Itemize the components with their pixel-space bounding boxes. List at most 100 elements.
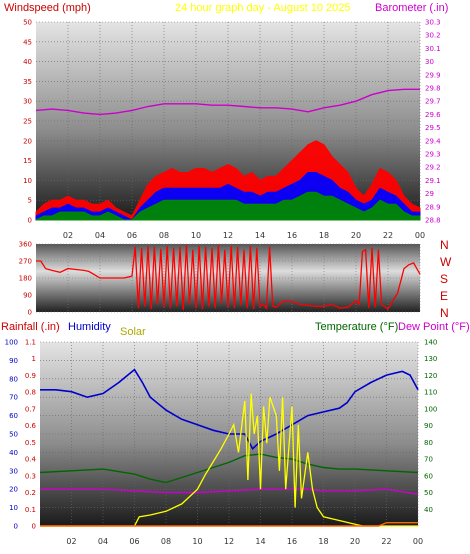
solar-axis-label: Solar xyxy=(120,326,146,338)
humidity-tick-label: 30 xyxy=(9,467,18,475)
dewpoint-axis-label: Dew Point (°F) xyxy=(398,321,470,333)
wind-x-tick-label: 18 xyxy=(319,231,329,240)
compass-label: S xyxy=(440,272,448,286)
rainfall-tick-label: 0.1 xyxy=(25,506,36,514)
rainfall-tick-label: 0.3 xyxy=(25,472,36,480)
climate-x-tick-label: 00 xyxy=(413,537,423,546)
windspeed-tick-label: 50 xyxy=(23,19,32,27)
compass-label: W xyxy=(440,255,452,269)
climate-series xyxy=(39,368,419,527)
windspeed-tick-label: 45 xyxy=(23,38,32,46)
windspeed-tick-label: 20 xyxy=(23,137,32,145)
climate-x-tick-label: 02 xyxy=(66,537,76,546)
climate-x-tick-label: 12 xyxy=(224,537,234,546)
barometer-tick-label: 29.4 xyxy=(425,137,441,145)
climate-x-tick-label: 16 xyxy=(287,537,297,546)
temperature-tick-label: 70 xyxy=(424,456,433,464)
windspeed-tick-label: 35 xyxy=(23,78,32,86)
barometer-tick-label: 30.3 xyxy=(425,19,441,27)
climate-series-humidity xyxy=(40,368,419,450)
compass-label: N xyxy=(440,306,449,320)
rainfall-tick-label: 0.5 xyxy=(25,439,36,447)
humidity-tick-label: 0 xyxy=(14,523,18,531)
rainfall-tick-label: 0.7 xyxy=(25,405,36,413)
compass-label: N xyxy=(440,238,449,252)
barometer-tick-label: 30.1 xyxy=(425,45,441,53)
climate-x-tick-label: 06 xyxy=(129,537,139,546)
climate-x-tick-label: 08 xyxy=(161,537,171,546)
humidity-tick-label: 90 xyxy=(9,357,18,365)
temperature-tick-label: 40 xyxy=(424,506,433,514)
windspeed-tick-label: 10 xyxy=(23,177,32,185)
windspeed-tick-labels: 0 5 10 15 20 25 30 35 40 45 50 xyxy=(23,19,32,225)
humidity-tick-label: 60 xyxy=(9,412,18,420)
windspeed-axis-label: Windspeed (mph) xyxy=(4,2,91,14)
direction-tick-label: 180 xyxy=(19,275,32,283)
barometer-tick-label: 29.2 xyxy=(425,164,441,172)
barometer-tick-label: 29.5 xyxy=(425,124,441,132)
direction-tick-label: 0 xyxy=(28,309,32,317)
climate-x-tick-label: 18 xyxy=(318,537,328,546)
barometer-tick-label: 29.3 xyxy=(425,151,441,159)
temperature-tick-label: 130 xyxy=(424,355,437,363)
windspeed-tick-label: 25 xyxy=(23,118,32,126)
wind-direction-line xyxy=(36,244,421,311)
climate-x-tick-label: 04 xyxy=(98,537,108,546)
barometer-tick-label: 29 xyxy=(425,190,434,198)
barometer-tick-label: 30.2 xyxy=(425,32,441,40)
wind-x-tick-label: 06 xyxy=(127,231,137,240)
humidity-tick-label: 20 xyxy=(9,486,18,494)
barometer-tick-label: 30 xyxy=(425,58,434,66)
climate-series-rainfall xyxy=(40,522,418,527)
barometer-tick-label: 29.8 xyxy=(425,85,441,93)
climate-x-tick-label: 14 xyxy=(255,537,265,546)
wind-x-tick-label: 08 xyxy=(159,231,169,240)
wind-x-tick-label: 22 xyxy=(383,231,393,240)
climate-series-solar xyxy=(40,393,418,527)
humidity-tick-label: 10 xyxy=(9,504,18,512)
temperature-tick-label: 50 xyxy=(424,489,433,497)
temperature-tick-label: 90 xyxy=(424,422,433,430)
windspeed-tick-label: 30 xyxy=(23,98,32,106)
rainfall-tick-label: 1 xyxy=(32,355,36,363)
temperature-tick-label: 140 xyxy=(424,339,437,347)
wind-x-tick-label: 04 xyxy=(95,231,105,240)
wind-grid xyxy=(36,21,421,221)
wind-x-tick-label: 14 xyxy=(255,231,265,240)
barometer-tick-label: 28.8 xyxy=(425,217,441,225)
wind-x-tick-label: 20 xyxy=(351,231,361,240)
climate-series-temperature xyxy=(39,453,419,484)
direction-tick-labels: 0 90 180 270 360 xyxy=(19,241,32,317)
rainfall-tick-labels: 0 0.1 0.2 0.3 0.4 0.5 0.6 0.7 0.8 0.9 1 1.1 xyxy=(25,339,37,531)
climate-x-tick-label: 20 xyxy=(350,537,360,546)
direction-tick-label: 270 xyxy=(19,258,32,266)
temperature-tick-label: 100 xyxy=(424,405,437,413)
climate-x-tick-labels: 02 04 06 08 10 12 14 16 18 20 22 00 xyxy=(66,537,423,546)
windspeed-tick-label: 5 xyxy=(28,197,32,205)
climate-x-tick-label: 10 xyxy=(192,537,202,546)
wind-x-tick-label: 00 xyxy=(415,231,425,240)
rainfall-tick-label: 0.6 xyxy=(25,422,37,430)
wind-x-tick-label: 12 xyxy=(223,231,233,240)
barometer-tick-labels: 28.8 28.9 29 29.1 29.2 29.3 29.4 29.5 29.6 29.7 29… xyxy=(425,19,441,225)
temperature-tick-label: 110 xyxy=(424,389,437,397)
windspeed-tick-label: 0 xyxy=(28,217,32,225)
direction-tick-label: 90 xyxy=(23,292,32,300)
rainfall-axis-label: Rainfall (.in) xyxy=(1,321,60,333)
wind-series-average xyxy=(35,191,421,221)
rainfall-tick-label: 0.8 xyxy=(25,389,36,397)
direction-series xyxy=(36,244,421,311)
barometer-axis-label: Barometer (.in) xyxy=(375,2,448,14)
rainfall-tick-label: 1.1 xyxy=(25,339,36,347)
barometer-line xyxy=(35,88,420,116)
rainfall-tick-label: 0.4 xyxy=(25,456,37,464)
direction-tick-label: 360 xyxy=(19,241,32,249)
humidity-tick-label: 100 xyxy=(5,339,18,347)
temperature-tick-label: 80 xyxy=(424,439,433,447)
barometer-tick-label: 29.1 xyxy=(425,177,441,185)
